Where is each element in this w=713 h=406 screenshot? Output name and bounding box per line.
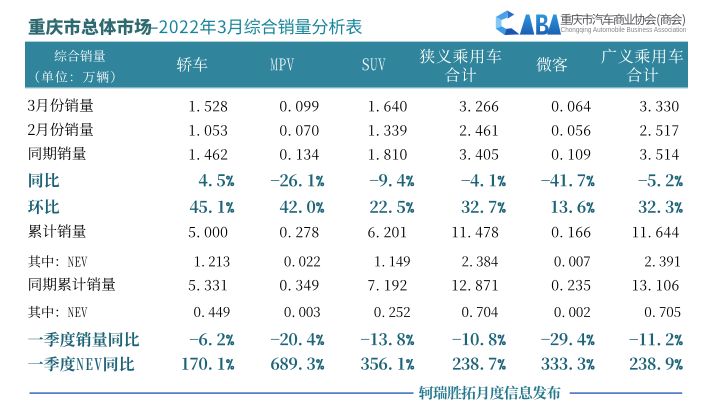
svg-text:Chongqing Automobile Business: Chongqing Automobile Business Associatio…: [561, 25, 687, 34]
